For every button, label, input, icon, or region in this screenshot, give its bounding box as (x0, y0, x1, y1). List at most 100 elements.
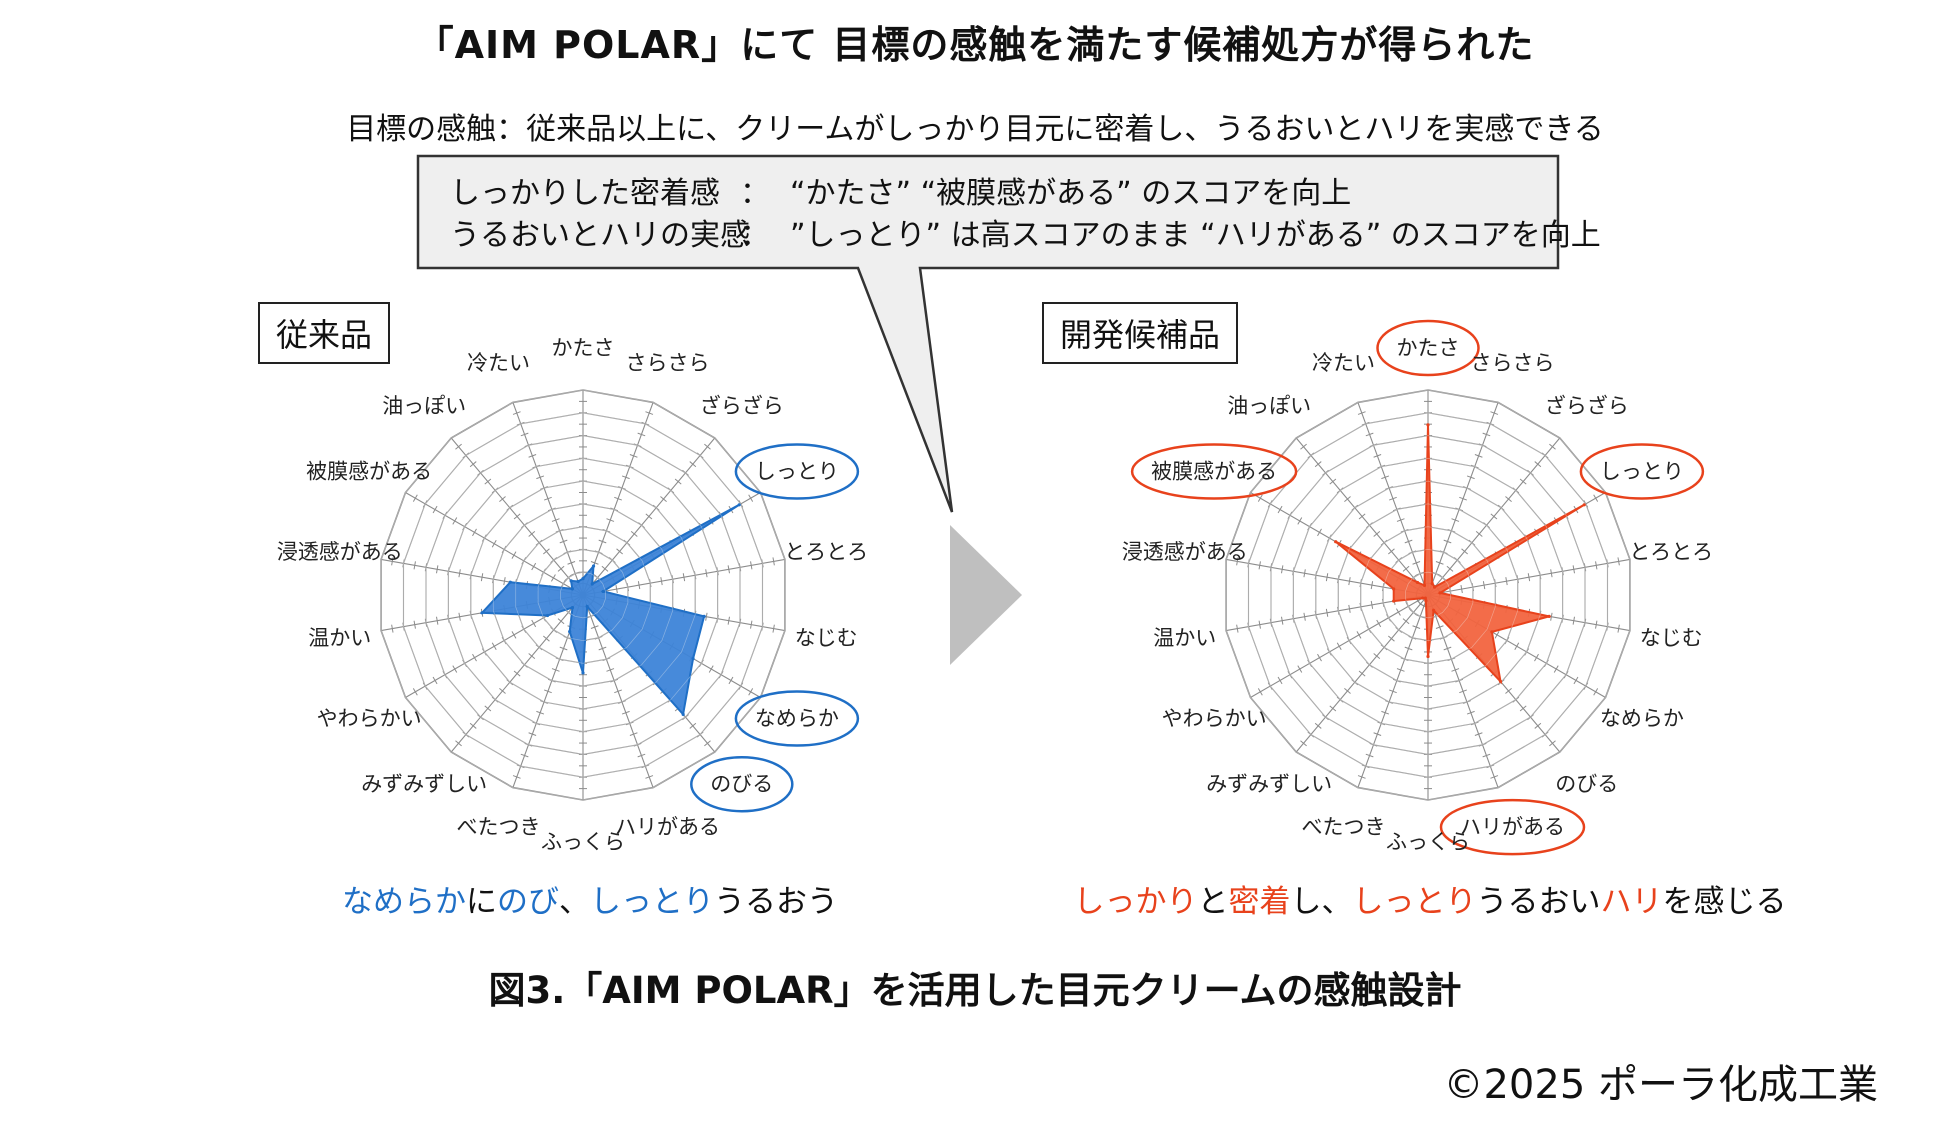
grid-tick (1358, 513, 1366, 520)
grid-tick (557, 618, 565, 625)
grid-tick (521, 661, 528, 668)
grid-tick (1461, 548, 1468, 555)
grid-tick (716, 614, 719, 623)
highlight-ring-7 (690, 755, 794, 813)
grid-tick (1466, 475, 1475, 480)
grid-tick (462, 452, 470, 459)
grid-tick (559, 539, 568, 544)
grid-tick (442, 511, 448, 519)
grid-ring-overlay (1293, 457, 1563, 733)
grid-tick (1534, 653, 1539, 662)
grid-tick (544, 689, 552, 694)
grid-tick (1474, 732, 1483, 736)
grid-tick (1317, 653, 1322, 662)
data-point-17 (1422, 583, 1427, 587)
grid-ring-overlay (1270, 435, 1586, 755)
grid-tick (1395, 608, 1401, 616)
grid-tick (458, 612, 461, 621)
grid-tick (1325, 573, 1329, 582)
grid-tick (516, 764, 525, 769)
grid-tick (1466, 710, 1475, 715)
highlight-ring-3 (1579, 443, 1705, 500)
grid-tick (1396, 668, 1405, 672)
callout-line-2: うるおいとハリの実感： ”しっとり” は高スコアのまま “ハリがある” のスコアを… (450, 210, 1601, 254)
grid-tick (1373, 732, 1382, 736)
grid-tick (564, 609, 572, 616)
grid-tick (1344, 688, 1351, 694)
grid-tick (1287, 511, 1293, 519)
axis-label-9: ふっくら (541, 830, 625, 854)
grid-tick (550, 574, 556, 582)
grid-tick (528, 530, 536, 537)
axis-label-12: やわらかい (317, 707, 422, 731)
grid-tick (1258, 561, 1261, 570)
grid-ring-overlay (1315, 480, 1541, 710)
grid-tick (1247, 622, 1250, 631)
grid-tick (1583, 563, 1587, 572)
grid-tick (1336, 696, 1344, 703)
grid-tick (1583, 500, 1589, 508)
grid-tick (477, 469, 484, 476)
callout-line-1: しっかりした密着感 ： “かたさ” “被膜感がある” のスコアを向上 (450, 168, 1351, 212)
grid-tick (452, 517, 458, 525)
grid-tick (1389, 496, 1397, 501)
grid-tick (1550, 612, 1553, 621)
grid-tick (1359, 602, 1362, 611)
data-point-1 (591, 564, 596, 568)
grid-tick (511, 631, 517, 639)
grid-tick (1474, 454, 1483, 458)
caption-conventional-part-4: しっとり (590, 884, 714, 920)
axis-label-1: さらさら (1471, 351, 1555, 375)
axis-label-9: ふっくら (1386, 830, 1470, 854)
axis-label-16: 油っぽい (1227, 394, 1311, 418)
grid-tick (590, 625, 599, 629)
grid-tick (594, 550, 603, 555)
data-point-7 (1498, 679, 1503, 683)
axis-label-4: とろとろ (1629, 540, 1713, 564)
grid-tick (606, 518, 615, 522)
grid-tick (1593, 688, 1599, 696)
grid-tick (1408, 635, 1417, 640)
grid-tick (432, 676, 438, 685)
highlight-ring-8 (1439, 798, 1586, 856)
radar-chart-candidate: かたささらさらざらざらしっとりとろとろなじむなめらかのびるハリがあるふっくらべた… (1122, 319, 1713, 856)
grid-tick (1402, 618, 1410, 625)
grid-tick (412, 688, 418, 696)
data-point-11 (1423, 596, 1427, 600)
grid-tick (524, 443, 533, 448)
grid-tick (602, 528, 611, 533)
grid-ring-overlay (560, 571, 606, 619)
grid-tick (1322, 469, 1329, 476)
grid-tick (629, 454, 638, 458)
grid-tick (615, 585, 618, 594)
grid-tick (512, 775, 521, 779)
grid-tick (1307, 522, 1313, 531)
grid-tick (1366, 625, 1372, 633)
data-point-5 (1547, 614, 1551, 618)
data-point-15 (570, 587, 574, 591)
grid-tick (563, 550, 572, 555)
grid-tick (641, 764, 650, 769)
grid-tick (660, 496, 667, 502)
grid-ring-overlay (447, 457, 718, 733)
grid-tick (1287, 671, 1293, 679)
grid-tick (1409, 609, 1417, 616)
grid-tick (1527, 573, 1531, 582)
grid-tick (1447, 528, 1456, 533)
callout-line2-text: ”しっとり” は高スコアのまま “ハリがある” のスコアを向上 (790, 218, 1601, 253)
grid-tick (521, 557, 527, 565)
axis-label-11: みずみずしい (1206, 772, 1332, 796)
grid-tick (674, 478, 682, 485)
highlight-ring-6 (734, 690, 860, 747)
grid-tick (1561, 614, 1564, 623)
grid-tick (1236, 624, 1239, 633)
grid-tick (1329, 705, 1337, 712)
data-point-9 (1426, 654, 1430, 659)
highlight-ring-0 (1376, 319, 1480, 377)
grid-tick (748, 494, 754, 502)
caption-candidate: しっかりと密着し、しっとりうるおいハリを感じる (1060, 876, 1800, 921)
grid-tick (1490, 513, 1498, 520)
grid-tick (520, 432, 529, 437)
axis-label-1: さらさら (626, 351, 710, 375)
callout-line2-sep: ： (740, 218, 770, 253)
